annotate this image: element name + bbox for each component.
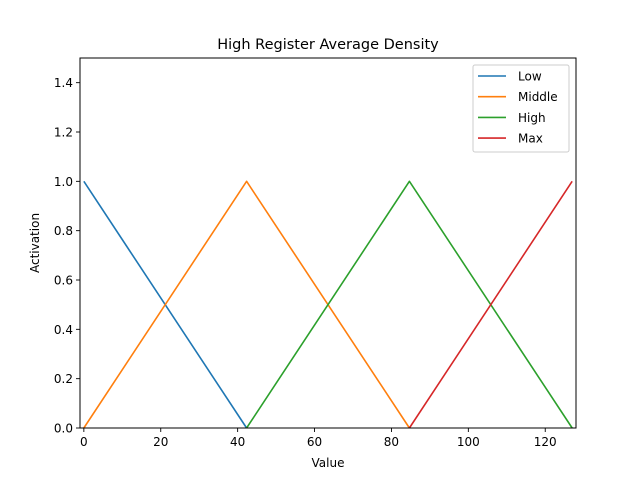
y-tick-label: 1.0	[54, 175, 73, 189]
y-tick-label: 1.4	[54, 76, 73, 90]
legend: Low Middle High Max	[472, 64, 570, 153]
y-tick-label: 0.8	[54, 224, 73, 238]
plot-lines	[83, 180, 573, 429]
y-tick-label: 0.2	[54, 372, 73, 386]
x-tick-label: 100	[457, 435, 480, 449]
chart-title: High Register Average Density	[217, 37, 439, 53]
x-tick-label: 120	[534, 435, 557, 449]
x-axis-label: Value	[312, 456, 345, 470]
y-axis-label: Activation	[28, 213, 42, 273]
x-axis: 0 20 40 60 80 100 120	[80, 428, 557, 449]
y-tick-label: 0.4	[54, 323, 73, 337]
x-tick-label: 80	[384, 435, 399, 449]
legend-label-middle: Middle	[518, 90, 558, 104]
x-tick-label: 0	[80, 435, 88, 449]
y-tick-label: 0.6	[54, 274, 73, 288]
plot-frame	[79, 57, 577, 429]
legend-label-high: High	[518, 111, 546, 125]
legend-label-low: Low	[518, 70, 542, 84]
legend-box	[472, 64, 570, 153]
y-tick-label: 1.2	[54, 126, 73, 140]
x-tick-label: 60	[307, 435, 322, 449]
x-tick-label: 40	[230, 435, 245, 449]
series-line-high	[245, 180, 573, 429]
series-line-max	[408, 180, 573, 429]
series-line-middle	[83, 180, 411, 429]
y-tick-label: 0.0	[54, 422, 73, 436]
x-tick-label: 20	[153, 435, 168, 449]
y-axis: 0.0 0.2 0.4 0.6 0.8 1.0 1.2 1.4	[54, 76, 80, 436]
legend-label-max: Max	[518, 132, 543, 146]
